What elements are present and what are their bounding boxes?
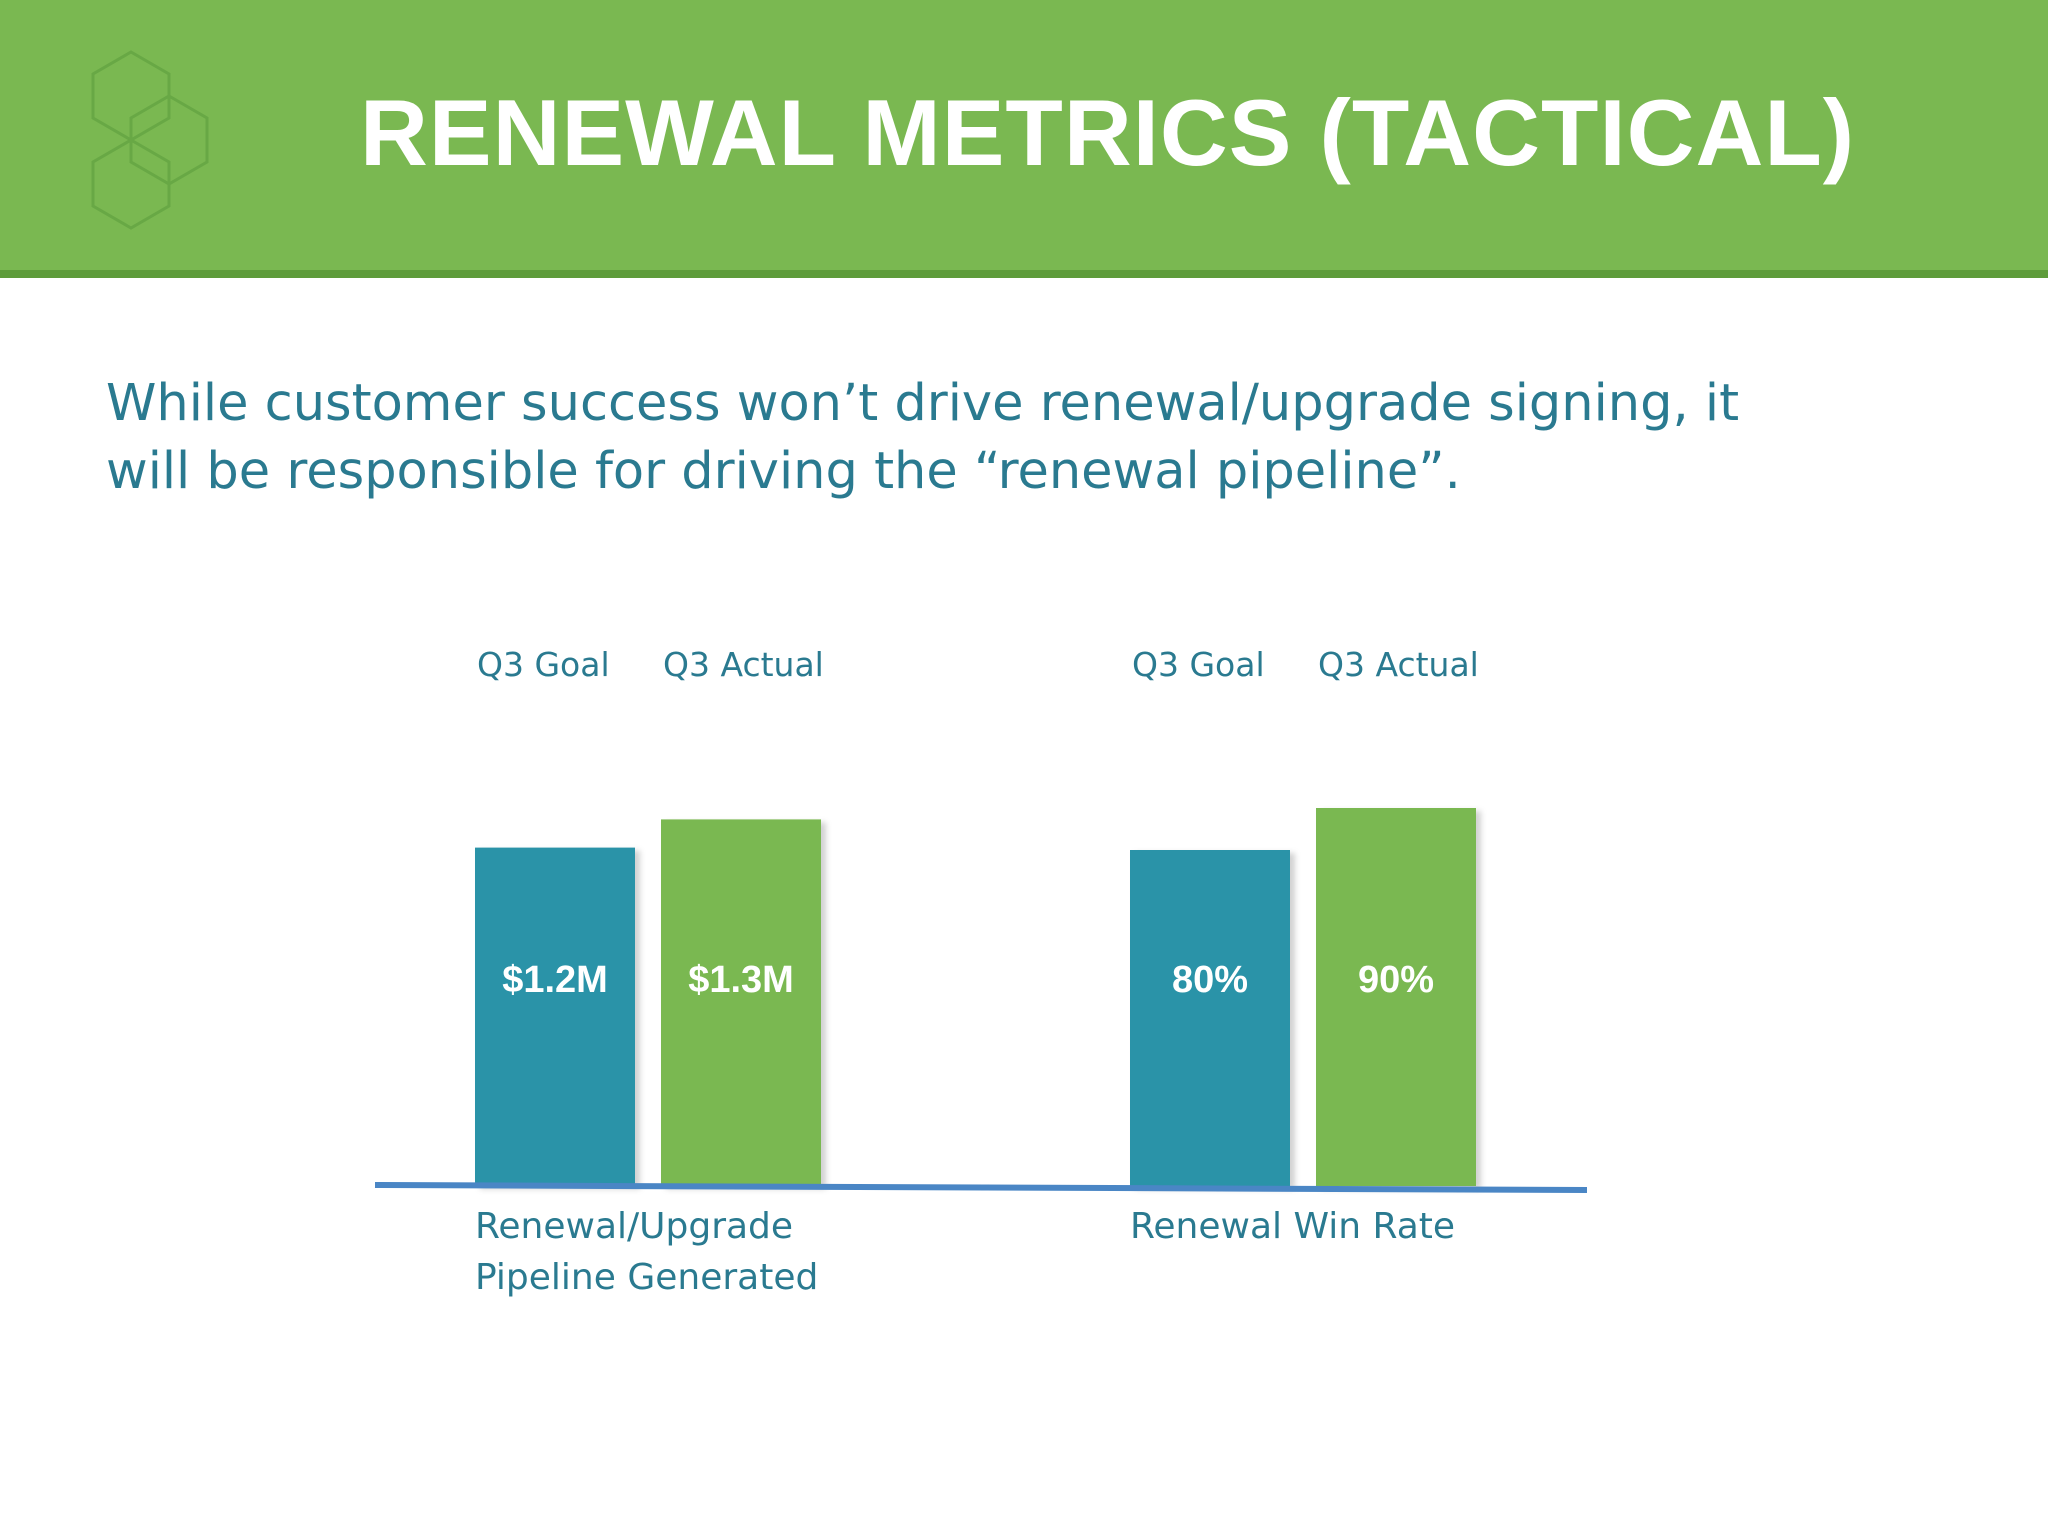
bar-chart: Q3 Goal $1.2M Q3 Actual $1.3M Renewal/Upgrad…	[374, 645, 1588, 1298]
hexagon-logo-icon	[91, 50, 209, 230]
category-label-0-0: Q3 Goal	[477, 645, 610, 684]
subtitle: While customer success won’t drive renew…	[106, 370, 1926, 506]
data-label-1-1: 90%	[1358, 959, 1434, 1001]
category-label-1-1: Q3 Actual	[1318, 645, 1479, 684]
bar-1-1	[1316, 808, 1476, 1186]
data-label-0-0: $1.2M	[502, 959, 608, 1001]
category-label-0-1: Q3 Actual	[663, 645, 824, 684]
bar-1-0	[1130, 850, 1290, 1186]
category-label-1-0: Q3 Goal	[1132, 645, 1265, 684]
axis-label-0-1: Pipeline Generated	[475, 1257, 818, 1298]
bar-0-1	[661, 819, 821, 1186]
data-label-1-0: 80%	[1172, 959, 1248, 1001]
title-banner: RENEWAL METRICS (TACTICAL)	[0, 0, 2048, 278]
x-axis-baseline	[374, 1182, 1588, 1193]
bar-0-0	[475, 847, 635, 1186]
data-label-0-1: $1.3M	[688, 959, 794, 1001]
subtitle-line-1: While customer success won’t drive renew…	[106, 374, 1740, 433]
subtitle-line-2: will be responsible for driving the “ren…	[106, 442, 1461, 501]
axis-label-1-0: Renewal Win Rate	[1130, 1206, 1455, 1247]
page-title: RENEWAL METRICS (TACTICAL)	[360, 80, 1856, 185]
axis-label-0-0: Renewal/Upgrade	[475, 1206, 793, 1247]
